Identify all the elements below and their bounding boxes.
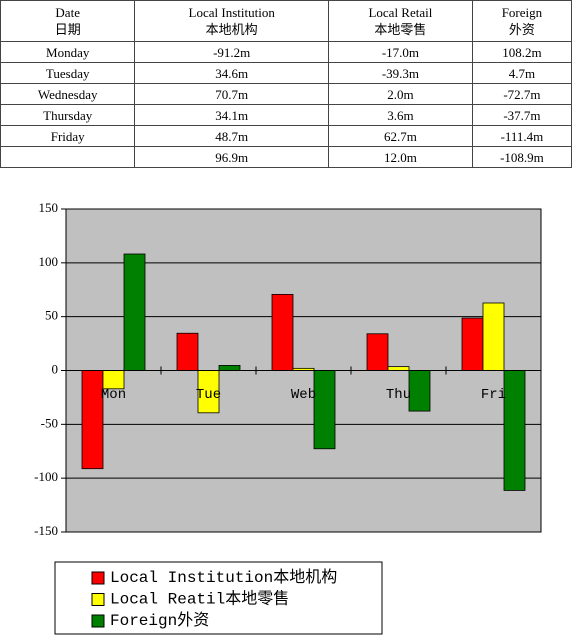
table-cell: -37.7m bbox=[471, 104, 573, 126]
legend-swatch bbox=[91, 614, 105, 628]
table-cell: Tuesday bbox=[0, 62, 136, 84]
bar bbox=[387, 366, 410, 371]
y-tick-label: -100 bbox=[34, 469, 58, 484]
table-cell: 108.2m bbox=[471, 41, 573, 63]
x-tick-label: Tue bbox=[196, 387, 221, 403]
table-row: Thursday 34.1m 3.6m -37.7m bbox=[0, 104, 573, 126]
header-text: Date bbox=[55, 5, 80, 20]
table-cell: 48.7m bbox=[134, 125, 329, 147]
y-tick-label: 150 bbox=[39, 200, 59, 215]
legend-swatch bbox=[91, 571, 105, 585]
x-tick-label: Thu bbox=[386, 387, 411, 403]
bar bbox=[102, 370, 125, 390]
header-text: Foreign bbox=[501, 5, 543, 20]
header-text: 外资 bbox=[508, 22, 535, 37]
y-tick-label: 0 bbox=[52, 361, 59, 376]
y-tick-label: 50 bbox=[45, 308, 58, 323]
x-tick-label: Mon bbox=[101, 387, 126, 403]
table-cell: 34.1m bbox=[134, 104, 329, 126]
table-row: Monday -91.2m -17.0m 108.2m bbox=[0, 41, 573, 63]
header-text: Local Retail bbox=[368, 5, 433, 20]
legend-label: Local Institution本地机构 bbox=[110, 568, 337, 587]
table-row: Wednesday 70.7m 2.0m -72.7m bbox=[0, 83, 573, 105]
legend-box bbox=[54, 561, 383, 635]
table-cell: 2.0m bbox=[327, 83, 473, 105]
table-cell: Monday bbox=[0, 41, 136, 63]
bar bbox=[81, 370, 104, 470]
bar bbox=[123, 253, 146, 371]
table-cell: Thursday bbox=[0, 104, 136, 126]
header-text: 日期 bbox=[54, 22, 81, 37]
legend-label: Foreign外资 bbox=[110, 611, 209, 630]
header-cell: Local Retail 本地零售 bbox=[327, 0, 473, 42]
table-cell bbox=[0, 146, 136, 168]
table-cell: 4.7m bbox=[471, 62, 573, 84]
bar bbox=[408, 370, 431, 412]
bar bbox=[482, 302, 505, 371]
table-cell: 96.9m bbox=[134, 146, 329, 168]
header-text: Local Institution bbox=[188, 5, 275, 20]
header-cell: Local Institution 本地机构 bbox=[134, 0, 329, 42]
table-cell: -39.3m bbox=[327, 62, 473, 84]
bar bbox=[218, 365, 241, 371]
bar bbox=[366, 333, 389, 371]
table-cell: -111.4m bbox=[471, 125, 573, 147]
table-cell: 12.0m bbox=[327, 146, 473, 168]
table-cell: -108.9m bbox=[471, 146, 573, 168]
table-row: Friday 48.7m 62.7m -111.4m bbox=[0, 125, 573, 147]
data-table: Date 日期 Local Institution 本地机构 Local Retail 本… bbox=[0, 0, 573, 168]
table-cell: -72.7m bbox=[471, 83, 573, 105]
table-cell: 70.7m bbox=[134, 83, 329, 105]
header-row: Date 日期 Local Institution 本地机构 Local Retail 本… bbox=[0, 0, 573, 42]
table-cell: -17.0m bbox=[327, 41, 473, 63]
table-cell: Friday bbox=[0, 125, 136, 147]
header-text: 本地零售 bbox=[374, 22, 427, 37]
table-cell: Wednesday bbox=[0, 83, 136, 105]
table-cell: 62.7m bbox=[327, 125, 473, 147]
legend-label: Local Reatil本地零售 bbox=[110, 590, 289, 609]
table-row: Tuesday 34.6m -39.3m 4.7m bbox=[0, 62, 573, 84]
chart: -150 -100 -50 0 50 100 150 Mon Tue Web Thu Fri Local… bbox=[34, 200, 542, 635]
table-cell: 34.6m bbox=[134, 62, 329, 84]
table-cell: 3.6m bbox=[327, 104, 473, 126]
header-cell: Date 日期 bbox=[0, 0, 136, 42]
table-cell: -91.2m bbox=[134, 41, 329, 63]
y-tick-label: -50 bbox=[41, 415, 58, 430]
table-row: 96.9m 12.0m -108.9m bbox=[0, 146, 573, 168]
y-tick-label: 100 bbox=[39, 254, 59, 269]
bar bbox=[176, 332, 199, 371]
x-tick-label: Fri bbox=[481, 387, 506, 403]
bar bbox=[271, 293, 294, 371]
header-cell: Foreign 外资 bbox=[471, 0, 573, 42]
x-tick-label: Web bbox=[291, 387, 316, 403]
header-text: 本地机构 bbox=[205, 22, 258, 37]
bar bbox=[461, 317, 484, 371]
legend-swatch bbox=[91, 593, 105, 606]
bar bbox=[313, 370, 336, 450]
bar bbox=[503, 370, 526, 491]
y-tick-label: -150 bbox=[34, 523, 58, 538]
